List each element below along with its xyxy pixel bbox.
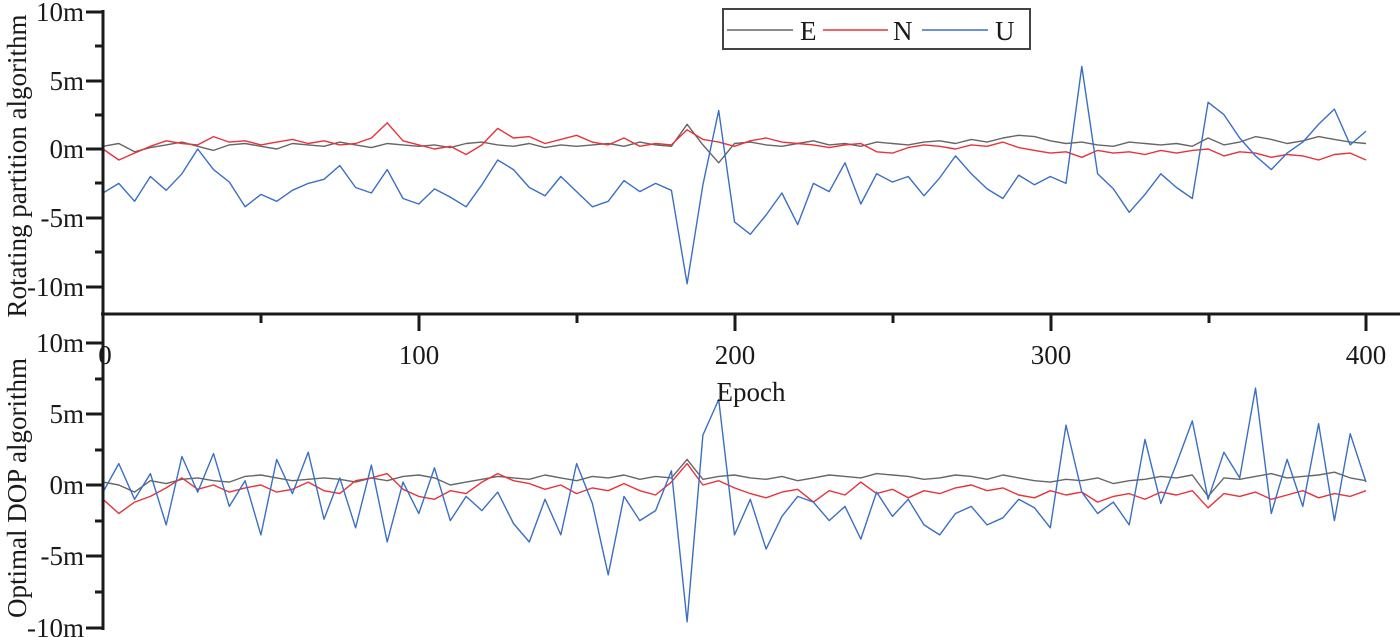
y-tick-label: 10m — [36, 328, 84, 358]
y-tick-label: 0m — [49, 134, 84, 164]
y-tick-label: -10m — [27, 613, 84, 637]
series-line-n — [102, 462, 1367, 515]
series-line-u — [102, 387, 1367, 623]
x-tick-label: 0 — [98, 340, 112, 370]
y-tick-label: -5m — [41, 203, 85, 233]
x-minor-ticks — [259, 314, 1211, 323]
top-y-minor-ticks — [95, 44, 103, 254]
y-tick-label: -5m — [41, 541, 85, 571]
x-axis-title: Epoch — [717, 377, 786, 407]
bottom-plot-lines — [102, 387, 1367, 623]
legend: E N U — [722, 8, 1031, 50]
top-y-ticks — [86, 10, 103, 289]
y-tick-label: 5m — [49, 399, 84, 429]
top-panel: 10m 5m 0m -5m -10m Rotating partition al… — [2, 0, 1400, 331]
y-tick-label: -10m — [27, 272, 84, 302]
series-line-e — [102, 123, 1367, 164]
top-plot-lines — [102, 65, 1367, 285]
y-tick-label: 10m — [36, 0, 84, 27]
series-line-n — [102, 122, 1367, 161]
bottom-y-tick-labels: 10m 5m 0m -5m -10m — [27, 328, 84, 637]
y-tick-label: 0m — [49, 470, 84, 500]
bottom-y-axis-title: Optimal DOP algorithm — [2, 358, 32, 618]
bottom-panel: 10m 5m 0m -5m -10m Optimal DOP algorithm — [2, 314, 1367, 637]
x-tick-label: 400 — [1346, 340, 1387, 370]
x-tick-label: 100 — [399, 340, 440, 370]
x-tick-label: 300 — [1031, 340, 1072, 370]
x-tick-label: 200 — [715, 340, 756, 370]
series-line-e — [102, 458, 1367, 498]
bottom-y-ticks — [86, 341, 103, 630]
series-line-u — [102, 65, 1367, 285]
x-ticks — [417, 314, 1368, 331]
legend-label-n: N — [893, 16, 913, 46]
legend-label-u: U — [995, 16, 1015, 46]
top-y-axis-title: Rotating partition algorithm — [2, 15, 32, 318]
legend-label-e: E — [800, 16, 817, 46]
bottom-y-minor-ticks — [95, 377, 103, 594]
top-y-tick-labels: 10m 5m 0m -5m -10m — [27, 0, 84, 302]
legend-box — [722, 8, 1031, 50]
y-tick-label: 5m — [49, 66, 84, 96]
x-tick-labels: 0 100 200 300 400 — [98, 340, 1386, 370]
